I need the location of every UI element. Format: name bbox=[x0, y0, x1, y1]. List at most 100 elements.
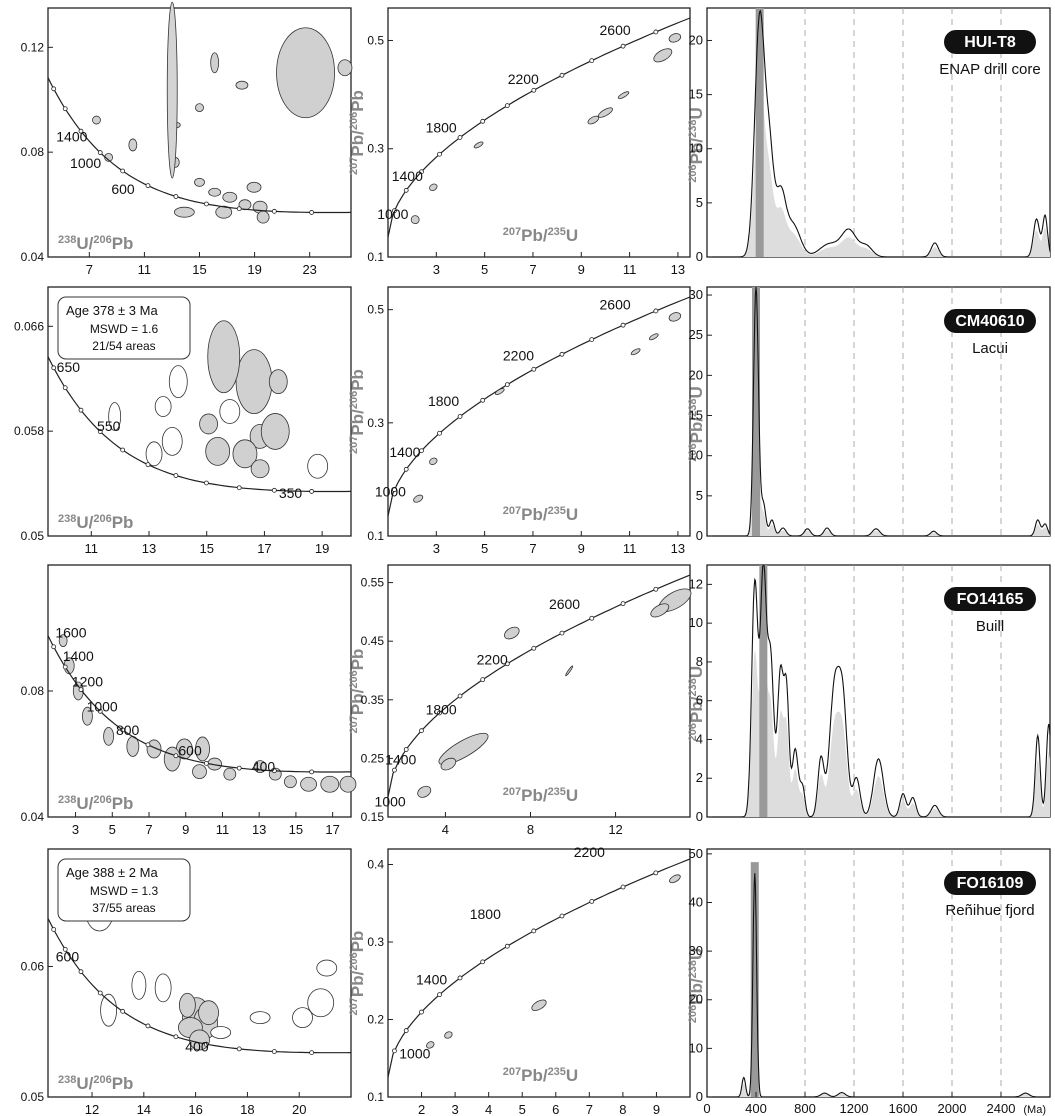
x-axis-label: 207Pb/235U bbox=[503, 1066, 578, 1085]
concordia-age-mark bbox=[437, 992, 442, 998]
analysis-ellipse bbox=[210, 1026, 232, 1039]
concordia-age-mark bbox=[437, 430, 442, 436]
x-tick-label: 13 bbox=[252, 822, 266, 837]
concordia-age-mark bbox=[457, 975, 463, 981]
age-result-line: Age 388 ± 2 Ma bbox=[66, 865, 158, 880]
concordia-age-mark bbox=[97, 708, 103, 714]
analysis-ellipse bbox=[145, 441, 163, 467]
analysis-ellipse bbox=[210, 52, 220, 74]
analysis-ellipse bbox=[292, 1007, 313, 1029]
analysis-ellipse bbox=[195, 736, 210, 762]
analysis-ellipse bbox=[410, 215, 420, 225]
y-tick-label: 0.1 bbox=[367, 1090, 384, 1104]
analysis-ellipse bbox=[235, 80, 249, 90]
x-tick-label: 11 bbox=[623, 541, 637, 556]
concordia-age-label: 2600 bbox=[600, 22, 631, 38]
x-tick-label: 7 bbox=[529, 262, 536, 277]
concordia-age-mark bbox=[203, 201, 209, 207]
tera-panel-row-2: 650 550 350 11 13 15 17 19 0.05 0.058 0.066 238U/20… bbox=[14, 286, 367, 556]
histogram-bar bbox=[755, 8, 764, 257]
y-tick-label: 0.12 bbox=[21, 40, 45, 54]
y-tick-label: 10 bbox=[689, 448, 703, 463]
x-tick-label: 3 bbox=[451, 1102, 458, 1116]
y-tick-label: 30 bbox=[689, 943, 703, 958]
x-tick-label: 19 bbox=[315, 541, 329, 556]
concordia-age-label: 1800 bbox=[470, 906, 501, 922]
x-tick-label: 7 bbox=[86, 262, 93, 277]
analysis-ellipse bbox=[597, 107, 613, 118]
analysis-ellipse bbox=[669, 874, 681, 884]
concordia-age-mark bbox=[62, 385, 68, 391]
x-tick-label: 16 bbox=[188, 1102, 202, 1116]
analysis-ellipse bbox=[100, 993, 117, 1027]
concordia-curve bbox=[47, 918, 352, 1054]
analysis-ellipse bbox=[250, 459, 270, 479]
y-tick-label: 0.08 bbox=[21, 684, 45, 698]
sample-name: FO14165 bbox=[957, 591, 1024, 608]
y-tick-label: 10 bbox=[689, 615, 703, 630]
analysis-ellipse bbox=[668, 312, 682, 322]
x-tick-label: 13 bbox=[142, 541, 156, 556]
concordia-age-mark bbox=[531, 645, 537, 651]
concordia-age-label: 2200 bbox=[574, 844, 605, 860]
concordia-age-mark bbox=[531, 366, 537, 372]
y-axis-label: 206Pb/238U bbox=[687, 386, 706, 461]
wetherill-panel-row-4: 2200 1800 1400 1000 2 3 4 5 6 7 8 9 0.1 0.2 0.3 0.4 207P… bbox=[367, 844, 706, 1116]
x-tick-label: 4 bbox=[442, 822, 449, 837]
x-tick-label: 2400 bbox=[987, 1101, 1016, 1116]
concordia-age-mark bbox=[392, 767, 397, 773]
y-tick-label: 0.05 bbox=[21, 529, 45, 543]
y-tick-label: 12 bbox=[689, 576, 703, 591]
analysis-ellipse bbox=[260, 413, 290, 450]
y-tick-label: 0.06 bbox=[21, 959, 45, 973]
plot-frame bbox=[387, 848, 691, 1098]
concordia-age-mark bbox=[51, 927, 57, 932]
concordia-age-mark bbox=[559, 351, 565, 357]
concordia-age-label: 600 bbox=[111, 181, 135, 197]
sample-name: HUI-T8 bbox=[964, 34, 1016, 51]
x-tick-label: 9 bbox=[182, 822, 189, 837]
analysis-ellipse bbox=[154, 973, 172, 1003]
concordia-age-mark bbox=[457, 414, 463, 419]
x-tick-label: 8 bbox=[619, 1102, 626, 1116]
concordia-age-label: 1400 bbox=[56, 129, 87, 145]
concordia-age-mark bbox=[531, 928, 537, 934]
concordia-age-mark bbox=[403, 187, 409, 193]
y-tick-label: 20 bbox=[689, 32, 703, 47]
analysis-ellipse bbox=[653, 48, 673, 63]
x-tick-label: 9 bbox=[578, 541, 585, 556]
x-tick-label: 11 bbox=[623, 262, 637, 277]
concordia-age-mark bbox=[236, 765, 242, 771]
concordia-age-label: 1400 bbox=[392, 168, 423, 184]
y-tick-label: 10 bbox=[689, 1040, 703, 1055]
y-tick-label: 4 bbox=[696, 731, 703, 746]
concordia-age-mark bbox=[559, 630, 565, 636]
analysis-ellipse bbox=[235, 349, 273, 415]
concordia-age-mark bbox=[480, 677, 486, 683]
concordia-age-mark bbox=[504, 382, 510, 387]
x-tick-label: 13 bbox=[671, 262, 685, 277]
analysis-ellipse bbox=[128, 138, 138, 152]
histogram-bar bbox=[759, 565, 768, 817]
concordia-age-mark bbox=[419, 728, 424, 734]
analysis-ellipse bbox=[168, 365, 188, 399]
x-tick-label: 8 bbox=[527, 822, 534, 837]
analysis-ellipse bbox=[429, 457, 438, 465]
analysis-ellipse bbox=[337, 59, 353, 77]
concordia-age-label: 2200 bbox=[477, 652, 508, 668]
analysis-ellipse bbox=[531, 999, 547, 1011]
analysis-ellipse bbox=[207, 320, 241, 394]
kde-panel-row-1: 0 5 10 15 20 HUI-T8 ENAP drill core bbox=[689, 7, 1051, 264]
sample-location: Buill bbox=[976, 618, 1004, 635]
concordia-age-mark bbox=[309, 769, 315, 775]
x-tick-label: 4 bbox=[485, 1102, 492, 1116]
wetherill-panel-row-3: 2600 2200 1800 1400 1000 4 8 12 0.15 0.25 0.35 0.45… bbox=[361, 564, 706, 837]
x-tick-label: 13 bbox=[671, 541, 685, 556]
y-axis-label: 207Pb/206Pb bbox=[348, 90, 367, 175]
concordia-age-label: 600 bbox=[56, 948, 80, 964]
analysis-ellipse bbox=[276, 27, 335, 119]
concordia-age-mark bbox=[309, 1050, 315, 1056]
plot-frame bbox=[387, 286, 691, 537]
y-tick-label: 0.058 bbox=[14, 424, 44, 438]
concordia-age-label: 350 bbox=[279, 485, 303, 501]
